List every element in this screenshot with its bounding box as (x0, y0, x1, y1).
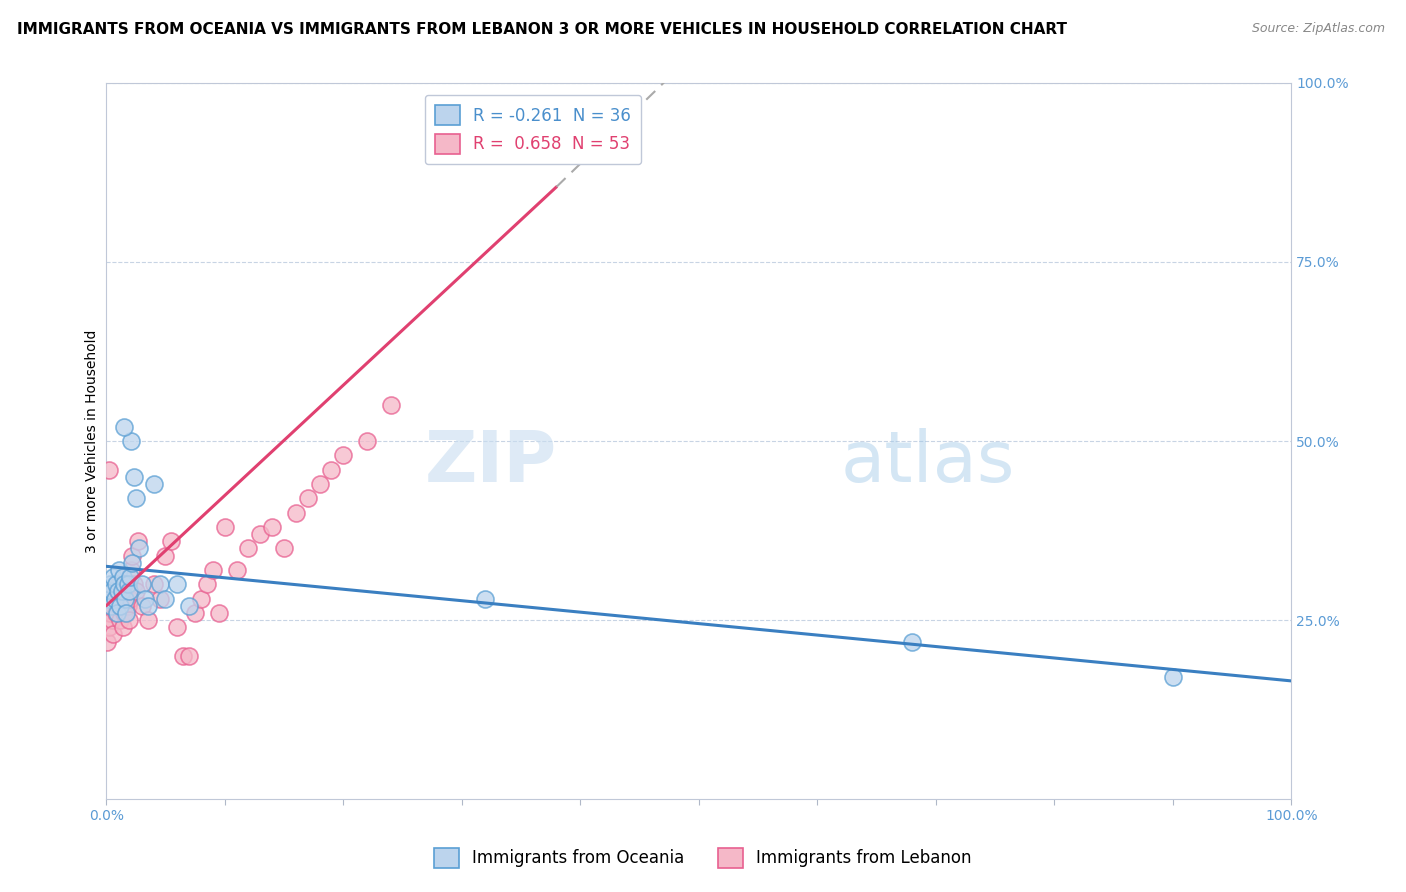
Point (179, 648, 201, 663)
Point (155, 549, 177, 563)
Point (112, 577, 135, 591)
Y-axis label: 3 or more Vehicles in Household: 3 or more Vehicles in Household (86, 329, 100, 553)
Point (125, 491, 148, 506)
Point (155, 591, 177, 606)
Point (118, 591, 141, 606)
Text: ZIP: ZIP (425, 428, 557, 497)
Point (134, 591, 156, 606)
Point (111, 584, 134, 599)
Point (160, 534, 183, 549)
Point (115, 606, 138, 620)
Point (96, 634, 118, 648)
Point (142, 577, 165, 591)
Point (105, 606, 128, 620)
Point (107, 599, 129, 613)
Point (273, 541, 295, 556)
Point (249, 527, 271, 541)
Point (112, 419, 135, 434)
Text: IMMIGRANTS FROM OCEANIA VS IMMIGRANTS FROM LEBANON 3 OR MORE VEHICLES IN HOUSEHO: IMMIGRANTS FROM OCEANIA VS IMMIGRANTS FR… (17, 22, 1067, 37)
Point (117, 577, 139, 591)
Point (321, 463, 343, 477)
Point (901, 634, 924, 648)
Point (114, 591, 136, 606)
Point (110, 613, 132, 627)
Point (118, 570, 141, 584)
Point (125, 584, 148, 599)
Point (118, 613, 141, 627)
Point (108, 577, 131, 591)
Legend: Immigrants from Oceania, Immigrants from Lebanon: Immigrants from Oceania, Immigrants from… (427, 841, 979, 875)
Point (120, 563, 142, 577)
Point (104, 606, 127, 620)
Point (115, 577, 138, 591)
Point (100, 599, 122, 613)
Point (122, 470, 145, 484)
Point (101, 584, 124, 599)
Point (97, 463, 120, 477)
Point (111, 620, 134, 634)
Point (127, 534, 149, 549)
Point (297, 491, 319, 506)
Point (238, 541, 260, 556)
Point (131, 577, 153, 591)
Point (103, 570, 125, 584)
Point (108, 563, 131, 577)
Point (136, 599, 159, 613)
Point (172, 648, 194, 663)
Point (111, 591, 134, 606)
Point (332, 448, 354, 462)
Point (380, 398, 402, 412)
Point (166, 620, 188, 634)
Point (121, 549, 143, 563)
Point (97, 591, 120, 606)
Point (474, 591, 496, 606)
Point (97, 620, 120, 634)
Point (214, 520, 236, 534)
Point (103, 591, 125, 606)
Point (356, 434, 378, 448)
Point (148, 577, 170, 591)
Point (1161, 670, 1184, 684)
Point (105, 584, 128, 599)
Point (122, 577, 145, 591)
Point (128, 541, 150, 556)
Point (225, 563, 247, 577)
Text: Source: ZipAtlas.com: Source: ZipAtlas.com (1251, 22, 1385, 36)
Point (179, 599, 201, 613)
Point (101, 613, 124, 627)
Point (131, 599, 153, 613)
Point (112, 606, 135, 620)
Point (110, 599, 132, 613)
Point (208, 606, 231, 620)
Point (184, 606, 207, 620)
Point (142, 477, 165, 491)
Point (118, 584, 141, 599)
Point (262, 520, 284, 534)
Point (103, 627, 125, 641)
Point (114, 591, 136, 606)
Point (201, 563, 224, 577)
Point (121, 556, 143, 570)
Text: atlas: atlas (841, 428, 1015, 497)
Point (308, 477, 330, 491)
Point (190, 591, 212, 606)
Point (98, 577, 121, 591)
Point (104, 577, 127, 591)
Legend: R = -0.261  N = 36, R =  0.658  N = 53: R = -0.261 N = 36, R = 0.658 N = 53 (425, 95, 641, 164)
Point (100, 599, 122, 613)
Point (117, 599, 139, 613)
Point (120, 434, 142, 448)
Point (148, 591, 170, 606)
Point (107, 584, 129, 599)
Point (284, 506, 307, 520)
Point (103, 591, 125, 606)
Point (166, 577, 188, 591)
Point (111, 570, 134, 584)
Point (98, 606, 121, 620)
Point (136, 613, 159, 627)
Point (195, 577, 218, 591)
